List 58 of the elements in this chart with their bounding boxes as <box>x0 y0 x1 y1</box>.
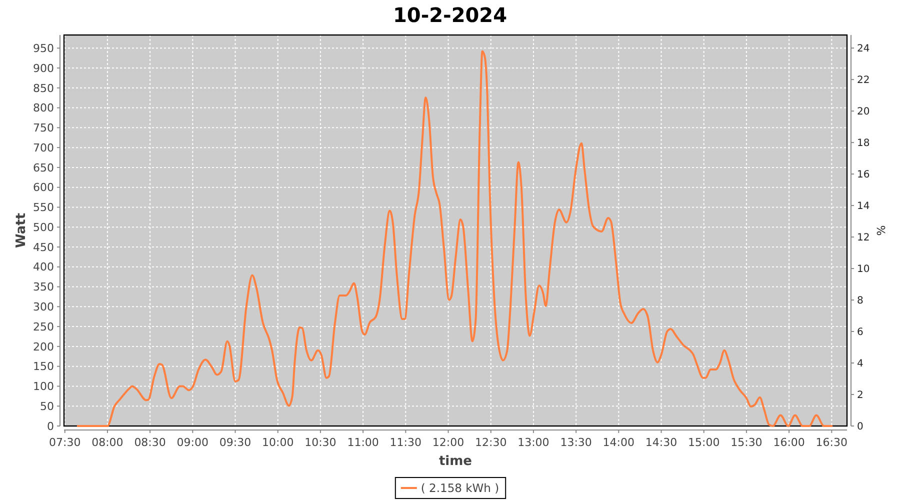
x-tick-label: 16:00 <box>773 436 805 449</box>
x-tick-label: 07:30 <box>49 436 81 449</box>
x-tick-label: 13:00 <box>518 436 550 449</box>
x-tick-label: 16:30 <box>816 436 848 449</box>
x-tick-label: 08:00 <box>92 436 124 449</box>
y-tick-label: 550 <box>33 201 54 214</box>
line-series <box>76 50 833 427</box>
y2-tick-label: 6 <box>857 327 864 338</box>
x-tick-label: 09:00 <box>176 436 209 449</box>
x-tick-label: 10:00 <box>262 436 294 449</box>
y-tick-label: 50 <box>40 400 54 413</box>
y-tick-label: 200 <box>33 340 54 354</box>
y2-tick-label: 22 <box>857 75 870 86</box>
y-tick-label: 700 <box>33 141 54 154</box>
y-tick-label: 0 <box>47 420 54 433</box>
y2-tick-label: 4 <box>857 358 864 370</box>
x-tick-label: 09:30 <box>219 436 252 449</box>
x-axis-title: time <box>438 454 472 469</box>
x-tick-label: 14:30 <box>645 436 678 449</box>
y-tick-label: 650 <box>33 161 54 174</box>
y-tick-label: 500 <box>33 220 54 234</box>
x-tick-label: 12:30 <box>475 436 507 449</box>
y2-tick-label: 10 <box>857 264 870 276</box>
y-tick-label: 150 <box>33 360 54 374</box>
y2-tick-label: 12 <box>857 232 870 244</box>
y-tick-label: 800 <box>33 102 54 115</box>
y-tick-label: 900 <box>33 62 54 75</box>
y2-tick-label: 18 <box>857 138 870 150</box>
y-tick-label: 450 <box>33 240 54 254</box>
x-tick-label: 15:30 <box>730 436 762 449</box>
y-axis-title: Watt <box>14 212 29 248</box>
y-tick-label: 600 <box>33 181 54 194</box>
y2-axis-title: % <box>874 225 887 236</box>
chart-title: 10-2-2024 <box>392 3 508 27</box>
y2-tick-label: 0 <box>857 422 864 432</box>
x-tick-label: 11:30 <box>390 436 422 449</box>
y-tick-label: 250 <box>33 320 54 334</box>
y2-tick-label: 20 <box>857 106 870 118</box>
y2-tick-label: 16 <box>857 170 870 181</box>
x-tick-label: 15:00 <box>688 436 720 449</box>
y2-tick-label: 14 <box>857 201 870 212</box>
y2-tick-label: 24 <box>857 44 870 55</box>
legend-label: ( 2.158 kWh ) <box>420 481 500 495</box>
y-tick-label: 750 <box>33 122 54 135</box>
y-tick-label: 300 <box>33 300 54 314</box>
x-tick-label: 10:30 <box>304 436 336 449</box>
y-tick-label: 950 <box>33 42 54 55</box>
x-tick-label: 14:00 <box>602 436 635 449</box>
y-tick-label: 850 <box>33 82 54 95</box>
x-tick-label: 11:00 <box>347 436 379 449</box>
y2-tick-label: 8 <box>857 296 864 307</box>
y-tick-label: 100 <box>33 380 54 394</box>
x-tick-label: 12:00 <box>432 436 464 449</box>
y-tick-label: 350 <box>33 280 54 294</box>
x-tick-label: 08:30 <box>134 436 166 449</box>
y2-tick-label: 2 <box>857 390 864 402</box>
x-tick-label: 13:30 <box>560 436 592 449</box>
y-tick-label: 400 <box>33 260 54 274</box>
